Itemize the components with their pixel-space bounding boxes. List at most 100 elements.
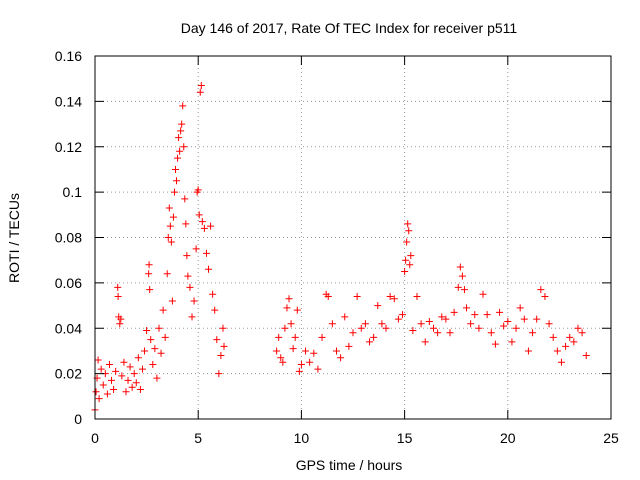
data-point bbox=[164, 234, 172, 241]
data-point bbox=[553, 347, 561, 355]
data-points bbox=[91, 81, 590, 414]
data-point bbox=[219, 324, 227, 332]
data-point bbox=[295, 367, 303, 375]
y-tick-label: 0.06 bbox=[55, 275, 82, 291]
data-point bbox=[345, 342, 353, 350]
data-point bbox=[132, 379, 140, 387]
data-point bbox=[138, 365, 146, 373]
data-point bbox=[456, 263, 464, 271]
data-point bbox=[570, 338, 578, 346]
data-point bbox=[120, 358, 128, 366]
data-point bbox=[314, 365, 322, 373]
data-point bbox=[403, 238, 411, 246]
data-point bbox=[446, 329, 454, 337]
data-point bbox=[504, 317, 512, 325]
data-point bbox=[169, 213, 177, 221]
data-point bbox=[353, 292, 361, 300]
data-point bbox=[124, 376, 132, 384]
data-point bbox=[171, 165, 179, 173]
data-point bbox=[159, 306, 167, 314]
data-point bbox=[183, 252, 191, 260]
data-point bbox=[130, 370, 138, 378]
x-tick-label: 20 bbox=[500, 430, 516, 446]
data-point bbox=[549, 333, 557, 341]
data-point bbox=[277, 354, 285, 362]
data-point bbox=[349, 329, 357, 337]
data-point bbox=[110, 386, 118, 394]
data-point bbox=[145, 270, 153, 278]
data-point bbox=[205, 265, 213, 273]
data-point bbox=[310, 349, 318, 357]
data-point bbox=[318, 333, 326, 341]
y-tick-label: 0.08 bbox=[55, 230, 82, 246]
data-point bbox=[213, 336, 221, 344]
data-point bbox=[178, 120, 186, 128]
data-point bbox=[438, 313, 446, 321]
data-point bbox=[122, 388, 130, 396]
data-point bbox=[287, 320, 295, 328]
data-point bbox=[458, 272, 466, 280]
data-point bbox=[421, 338, 429, 346]
data-point bbox=[450, 308, 458, 316]
y-tick-label: 0.04 bbox=[55, 320, 82, 336]
data-point bbox=[529, 329, 537, 337]
data-point bbox=[361, 320, 369, 328]
tick-labels: 0 0.02 0.04 0.06 0.08 0.1 0.12 0.14 0.16 0 5 10 15 20… bbox=[55, 48, 619, 446]
data-point bbox=[390, 295, 398, 303]
data-point bbox=[207, 222, 215, 230]
data-point bbox=[366, 338, 374, 346]
data-point bbox=[537, 286, 545, 294]
data-point bbox=[417, 320, 425, 328]
data-point bbox=[126, 363, 134, 371]
x-tick-label: 25 bbox=[603, 430, 619, 446]
data-point bbox=[143, 327, 151, 335]
data-point bbox=[483, 311, 491, 319]
data-point bbox=[99, 381, 107, 389]
data-point bbox=[177, 127, 185, 135]
data-point bbox=[147, 336, 155, 344]
data-point bbox=[92, 388, 100, 396]
data-point bbox=[275, 333, 283, 341]
data-point bbox=[293, 306, 301, 314]
y-axis-label: ROTI / TECUs bbox=[6, 193, 22, 283]
data-point bbox=[196, 88, 204, 96]
data-point bbox=[200, 224, 208, 232]
data-point bbox=[460, 286, 468, 294]
data-point bbox=[202, 249, 210, 257]
data-point bbox=[182, 220, 190, 228]
data-point bbox=[155, 324, 163, 332]
x-tick-label: 0 bbox=[91, 430, 99, 446]
data-point bbox=[328, 320, 336, 328]
data-point bbox=[283, 304, 291, 312]
data-point bbox=[409, 327, 417, 335]
data-point bbox=[145, 261, 153, 269]
y-tick-label: 0.14 bbox=[55, 93, 82, 109]
data-point bbox=[578, 329, 586, 337]
data-point bbox=[337, 354, 345, 362]
data-point bbox=[463, 304, 471, 312]
data-point bbox=[105, 361, 113, 369]
data-point bbox=[179, 102, 187, 110]
data-point bbox=[324, 292, 332, 300]
data-point bbox=[471, 311, 479, 319]
data-point bbox=[197, 81, 205, 89]
data-point bbox=[134, 354, 142, 362]
data-point bbox=[289, 345, 297, 353]
data-point bbox=[574, 324, 582, 332]
data-point bbox=[192, 245, 200, 253]
data-point bbox=[118, 372, 126, 380]
data-point bbox=[406, 261, 414, 269]
data-point bbox=[297, 361, 305, 369]
data-point bbox=[545, 320, 553, 328]
data-point bbox=[401, 268, 409, 276]
data-point bbox=[402, 256, 410, 264]
data-point bbox=[479, 290, 487, 298]
data-point bbox=[195, 211, 203, 219]
data-point bbox=[108, 376, 116, 384]
data-point bbox=[209, 290, 217, 298]
data-point bbox=[405, 227, 413, 235]
data-point bbox=[413, 292, 421, 300]
data-point bbox=[454, 283, 462, 291]
